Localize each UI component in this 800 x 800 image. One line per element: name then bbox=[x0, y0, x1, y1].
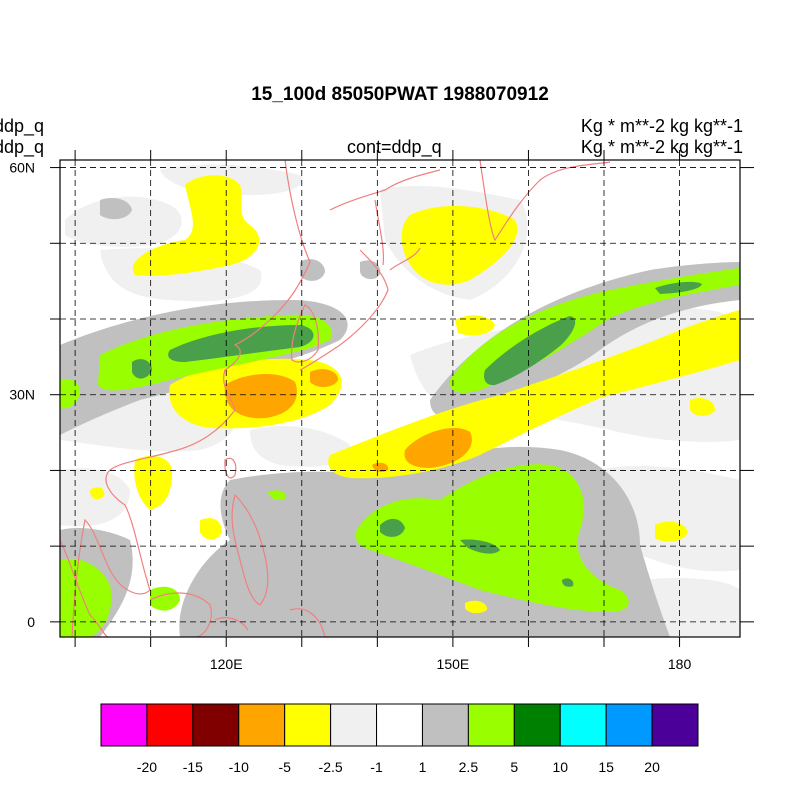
colorbar-label: 5 bbox=[510, 759, 518, 775]
grid-layer bbox=[60, 160, 740, 637]
colorbar-label: -15 bbox=[183, 759, 203, 775]
coastline-japan bbox=[299, 247, 421, 371]
shade-yellow-patch bbox=[90, 487, 105, 500]
colorbar-label: 15 bbox=[598, 759, 614, 775]
shade-light-green-patch bbox=[150, 586, 180, 611]
shade-dark-green-core bbox=[132, 359, 152, 379]
colorbar-label: -10 bbox=[229, 759, 249, 775]
colorbar-swatch bbox=[284, 703, 332, 747]
left-string-1: ddp_q bbox=[0, 116, 45, 136]
colorbar-label: 10 bbox=[552, 759, 568, 775]
colorbar-swatch bbox=[100, 703, 148, 747]
shade-yellow-patch bbox=[655, 521, 688, 542]
colorbar-swatch bbox=[192, 703, 240, 747]
figure-title: 15_100d 85050PWAT 1988070912 bbox=[251, 84, 549, 105]
shade-orange-core bbox=[310, 369, 338, 388]
shade-yellow-patch bbox=[455, 315, 495, 336]
colorbar-swatch bbox=[330, 703, 378, 747]
lat-tick-label: 60N bbox=[9, 160, 35, 176]
colorbar-swatch bbox=[467, 703, 515, 747]
shade-light-green-band bbox=[355, 464, 629, 612]
shade-dark-green-core bbox=[484, 316, 576, 386]
units-string-2: Kg * m**-2 kg kg**-1 bbox=[580, 137, 743, 157]
coastline-okhotsk bbox=[329, 169, 441, 211]
colorbar-label: -20 bbox=[137, 759, 157, 775]
coastline-indochina bbox=[60, 539, 109, 637]
axis-layer: 120E 150E 180 60N 30N 0 bbox=[9, 150, 754, 672]
lon-tick-label: 120E bbox=[210, 656, 243, 672]
units-string-1: Kg * m**-2 kg kg**-1 bbox=[580, 116, 743, 136]
shade-dark-green-core bbox=[168, 325, 314, 362]
coastline-layer bbox=[60, 160, 611, 637]
colorbar-label: 1 bbox=[419, 759, 427, 775]
colorbar-swatch bbox=[513, 703, 561, 747]
lon-tick-label: 180 bbox=[668, 656, 692, 672]
colorbar-label: -5 bbox=[278, 759, 291, 775]
colorbar-label: -1 bbox=[370, 759, 383, 775]
contour-fill-layer bbox=[60, 164, 740, 637]
colorbar-swatch bbox=[238, 703, 286, 747]
shade-gray-patch bbox=[300, 259, 325, 281]
coastline-philippines bbox=[231, 493, 269, 606]
shade-gray-patch bbox=[360, 260, 381, 280]
shade-orange-core bbox=[372, 462, 389, 473]
shade-dark-green-core bbox=[562, 578, 574, 587]
lat-tick-label: 0 bbox=[27, 614, 35, 630]
coastline-taiwan bbox=[224, 457, 237, 479]
shade-light-gray-patch bbox=[65, 196, 182, 247]
shade-dark-green-core bbox=[460, 539, 500, 554]
coastline-asia-mainland bbox=[71, 160, 311, 637]
coastline-new-guinea bbox=[289, 608, 326, 637]
shade-light-green-patch bbox=[268, 490, 287, 500]
shade-orange-core bbox=[224, 374, 297, 419]
coastline-borneo bbox=[149, 592, 249, 637]
lat-tick-label: 30N bbox=[9, 387, 35, 403]
shade-yellow-patch bbox=[465, 600, 488, 614]
center-string: cont=ddp_q bbox=[347, 137, 442, 157]
shade-dark-green-core bbox=[380, 518, 405, 537]
lon-tick-label: 150E bbox=[437, 656, 470, 672]
colorbar-swatch bbox=[605, 703, 653, 747]
coastline-sakhalin bbox=[374, 199, 385, 266]
shade-orange-core bbox=[404, 428, 472, 468]
colorbar-label: 20 bbox=[644, 759, 660, 775]
plot-frame bbox=[59, 159, 741, 638]
left-string-2: ddp_q bbox=[0, 137, 45, 157]
shade-yellow-patch bbox=[690, 398, 715, 416]
colorbar-swatch bbox=[651, 703, 699, 747]
shade-light-gray-patch bbox=[250, 425, 350, 467]
colorbar-swatch bbox=[146, 703, 194, 747]
shade-dark-green-core bbox=[655, 281, 702, 294]
colorbar-swatch bbox=[421, 703, 469, 747]
colorbar-swatch bbox=[559, 703, 607, 747]
coastline-korea bbox=[290, 304, 320, 363]
colorbar: -20 -15 -10 -5 -2.5 -1 1 2.5 5 10 15 20 bbox=[100, 703, 699, 775]
shade-yellow-region bbox=[132, 175, 260, 276]
coastline-kamchatka bbox=[479, 160, 611, 242]
shade-light-gray-patch bbox=[640, 578, 740, 637]
colorbar-swatch bbox=[376, 703, 423, 747]
shade-yellow-patch bbox=[134, 455, 172, 510]
colorbar-label: -2.5 bbox=[319, 759, 343, 775]
colorbar-label: 2.5 bbox=[459, 759, 479, 775]
shade-yellow-region bbox=[401, 205, 518, 285]
shade-gray-patch bbox=[100, 198, 132, 220]
shade-yellow-patch bbox=[200, 518, 222, 540]
